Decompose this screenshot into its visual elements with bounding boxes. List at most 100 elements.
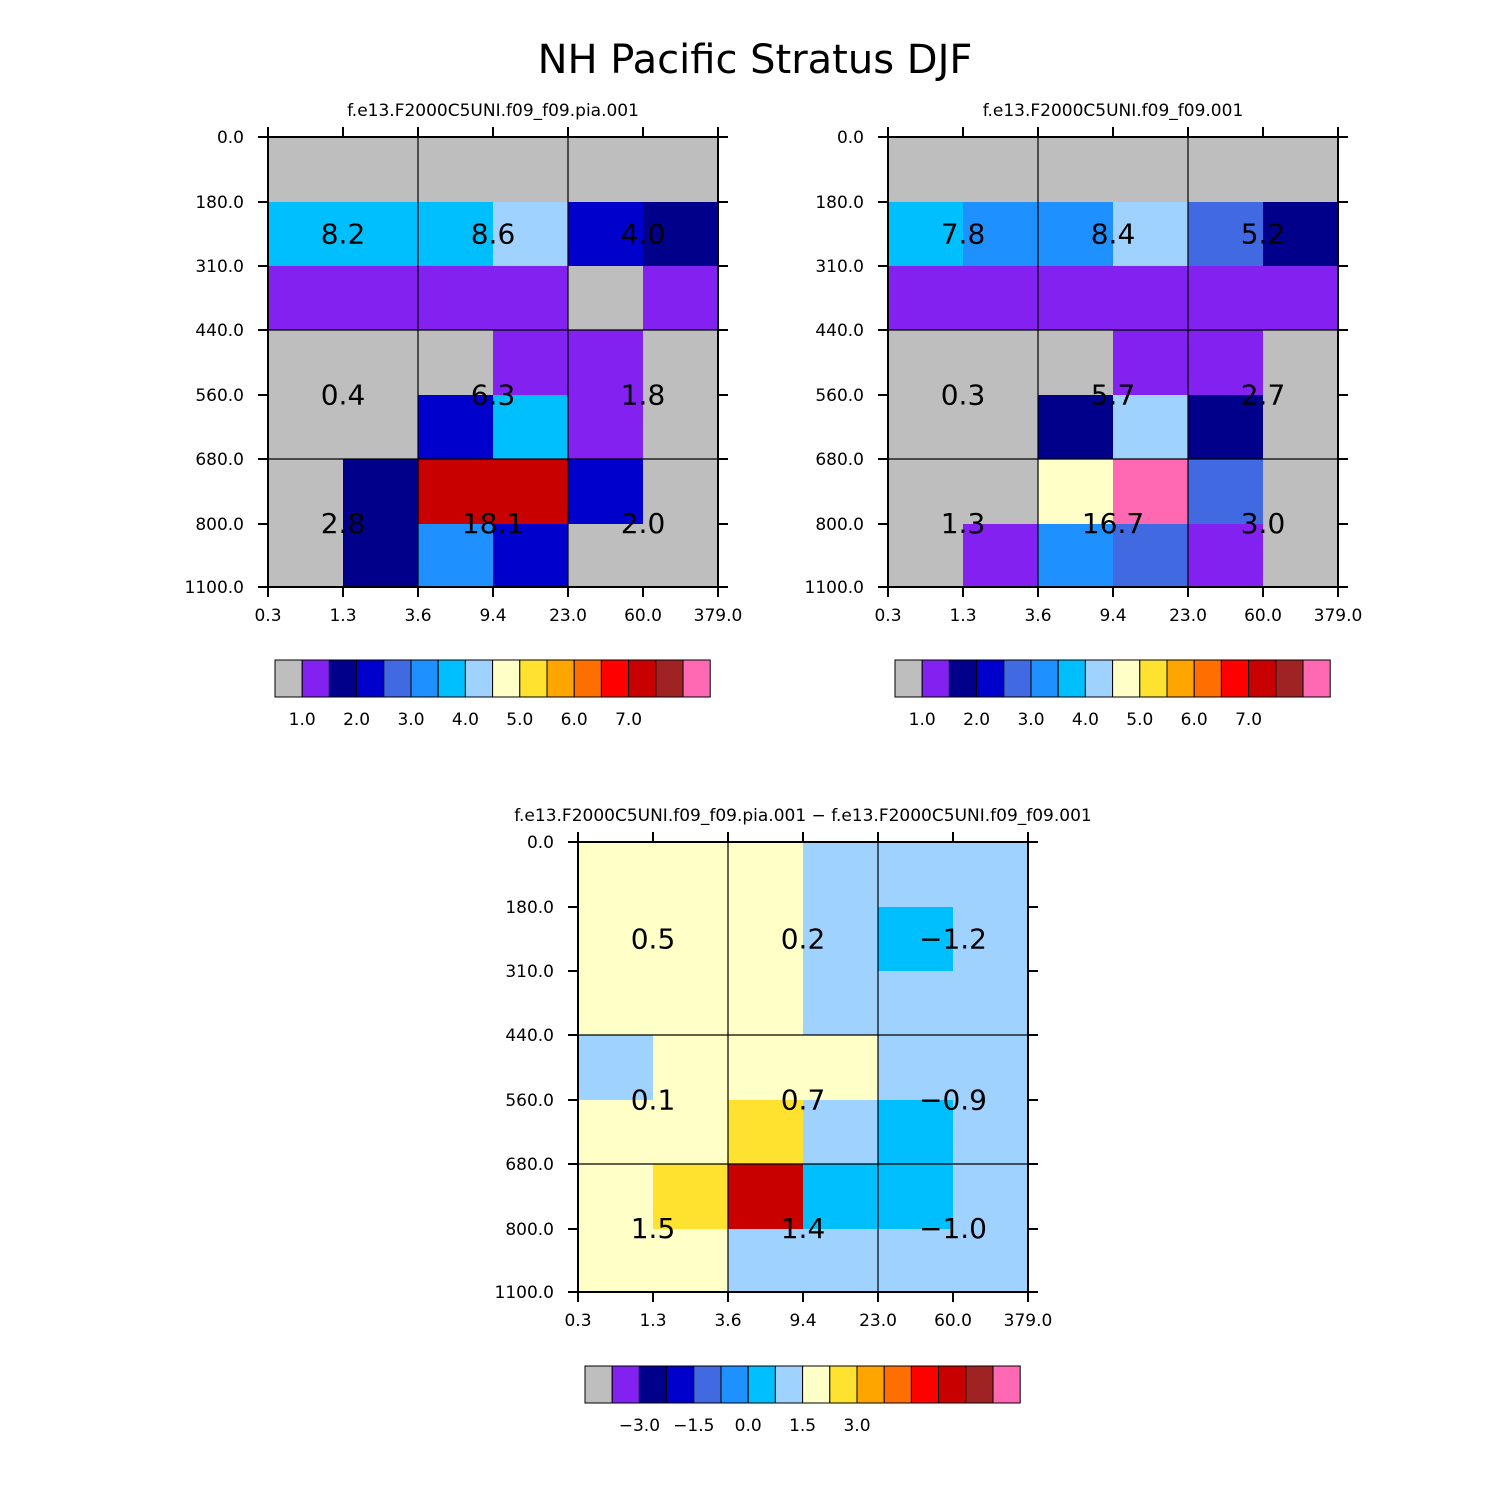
heatmap-cell [268,266,343,330]
colorbar-label: 4.0 [1072,710,1099,730]
colorbar-swatch [976,659,1005,698]
colorbar-label: 5.0 [1126,710,1153,730]
heatmap-cell [493,524,568,587]
panel-title: f.e13.F2000C5UNI.f09_f09.pia.001 [347,101,639,121]
colorbar-swatch [301,659,330,698]
colorbar-label: 7.0 [1235,710,1262,730]
panel-title: f.e13.F2000C5UNI.f09_f09.001 [983,101,1244,121]
heatmap-cell [1113,202,1188,266]
y-tick-label: 180.0 [815,193,864,213]
main-title: NH Pacific Stratus DJF [538,37,973,83]
heatmap-cell [418,330,493,395]
heatmap-cell [643,459,718,524]
heatmap-cell [878,1100,953,1164]
heatmap-cell [578,1035,653,1100]
heatmap-cell [953,1035,1028,1100]
heatmap-cell [418,459,493,524]
panel-2: f.e13.F2000C5UNI.f09_f09.001 7.8 8.4 5.2 0.3… [805,101,1363,730]
cell-value-label: 1.5 [631,1212,676,1245]
heatmap-cell [653,1035,728,1100]
colorbar-swatch [829,1365,858,1404]
heatmap-cell [1038,266,1113,330]
x-tick-label: 1.3 [329,606,356,626]
heatmap-cell [1188,459,1263,524]
heatmap-cell [343,395,418,459]
x-tick-label: 1.3 [639,1311,666,1331]
heatmap-cell [268,202,343,266]
cell-value-label: 5.7 [1091,379,1136,412]
heatmap-cell [418,202,493,266]
heatmap-cell [878,1035,953,1100]
heatmap-cell [888,395,963,459]
colorbar-swatch [1112,659,1141,698]
heatmap-cell [728,1100,803,1164]
heatmap-cell [953,907,1028,971]
heatmap-cell [343,459,418,524]
heatmap-cell [568,330,643,395]
heatmap-cell [653,1100,728,1164]
colorbar-swatch [1193,659,1222,698]
cell-value-label: 8.4 [1091,218,1136,251]
heatmap-cell [1263,395,1338,459]
heatmap-cell [1188,524,1263,587]
heatmap-cell [878,1229,953,1292]
panel-3: f.e13.F2000C5UNI.f09_f09.pia.001 − f.e13… [495,806,1092,1436]
colorbar: −3.0 −1.5 0.0 1.5 3.0 [584,1365,1021,1436]
colorbar-swatch [910,1365,940,1404]
colorbar-swatch [747,1365,776,1404]
cell-value-label: 2.0 [621,507,666,540]
heatmap-cell [878,1164,953,1229]
heatmap-cell [1038,137,1113,202]
x-tick-label: 23.0 [549,606,587,626]
heatmap-cell [953,971,1028,1035]
x-tick-label: 60.0 [1244,606,1282,626]
heatmap-cell [1038,459,1113,524]
heatmap-cell [1263,524,1338,587]
y-tick-label: 560.0 [815,386,864,406]
heatmap-cell [643,395,718,459]
heatmap-cell [268,395,343,459]
colorbar-label: 2.0 [343,710,370,730]
cell-value-label: 4.0 [621,218,666,251]
y-tick-label: 800.0 [815,515,864,535]
y-tick-label: 180.0 [505,898,554,918]
colorbar-label: 3.0 [1017,710,1044,730]
heatmap-cell [1113,395,1188,459]
colorbar-swatch [573,659,602,698]
colorbar-swatch [328,659,358,698]
colorbar-swatch [1166,659,1195,698]
heatmap-cell [578,1229,653,1292]
colorbar-swatch [965,1365,994,1404]
heatmap-cell [1038,202,1113,266]
x-tick-label: 3.6 [404,606,431,626]
colorbar-label: 0.0 [735,1416,762,1436]
colorbar-swatch [1030,659,1059,698]
heatmap-cell [343,266,418,330]
colorbar-label: 2.0 [963,710,990,730]
heatmap-cell [568,266,643,330]
heatmap-cell [418,266,493,330]
heatmap-cell [728,1164,803,1229]
cell-value-label: 3.0 [1241,507,1286,540]
cell-value-label: 0.4 [321,379,366,412]
x-tick-label: 0.3 [564,1311,591,1331]
colorbar-label: 1.0 [289,710,316,730]
heatmap-cell [1113,459,1188,524]
heatmap-cell [493,137,568,202]
colorbar-swatch [682,659,711,698]
heatmap-cell [728,1229,803,1292]
colorbar-swatch [894,659,923,698]
colorbar-swatch [638,1365,668,1404]
heatmap-cell [578,1164,653,1229]
colorbar-label: −3.0 [619,1416,660,1436]
heatmap-cell [953,842,1028,907]
y-tick-label: 0.0 [527,833,554,853]
cell-value-label: 0.2 [781,923,826,956]
colorbar-swatch [628,659,657,698]
y-tick-label: 310.0 [815,257,864,277]
colorbar-swatch [356,659,385,698]
heatmap-cell [643,137,718,202]
heatmap-cell [963,459,1038,524]
cell-value-label: 0.5 [631,923,676,956]
heatmap-cell [268,524,343,587]
